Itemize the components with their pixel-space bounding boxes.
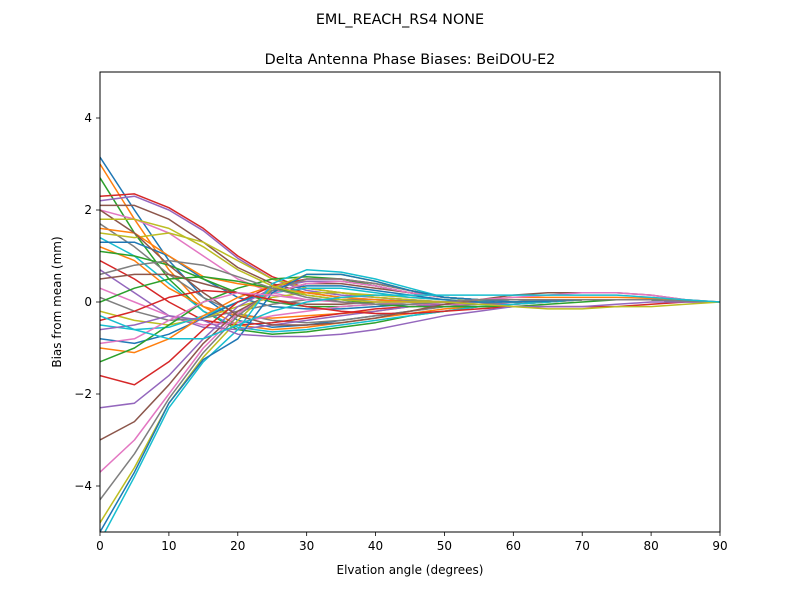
x-tick-label: 50 <box>437 539 452 553</box>
figure-suptitle: EML_REACH_RS4 NONE <box>316 12 484 28</box>
y-tick-label: 4 <box>84 111 92 125</box>
series-line-40 <box>100 294 720 340</box>
y-tick-label: 2 <box>84 203 92 217</box>
y-axis: −4 −2 0 2 4 <box>74 111 100 493</box>
y-tick-label: −4 <box>74 479 92 493</box>
y-tick-label: −2 <box>74 387 92 401</box>
x-tick-label: 90 <box>712 539 727 553</box>
y-tick-label: 0 <box>84 295 92 309</box>
x-tick-label: 60 <box>506 539 521 553</box>
y-axis-label: Bias from mean (mm) <box>50 236 64 367</box>
x-tick-label: 0 <box>96 539 104 553</box>
series-layer <box>100 156 720 532</box>
series-line-39 <box>100 218 720 310</box>
x-axis: 0 10 20 30 40 50 60 70 80 90 <box>96 532 728 553</box>
x-tick-label: 40 <box>368 539 383 553</box>
x-tick-label: 10 <box>161 539 176 553</box>
series-line-38 <box>100 259 720 306</box>
series-line-35 <box>100 301 720 338</box>
x-axis-label: Elvation angle (degrees) <box>337 563 484 577</box>
x-tick-label: 30 <box>299 539 314 553</box>
chart-title: Delta Antenna Phase Biases: BeiDOU-E2 <box>265 52 556 68</box>
x-tick-label: 20 <box>230 539 245 553</box>
x-tick-label: 70 <box>575 539 590 553</box>
x-tick-label: 80 <box>643 539 658 553</box>
